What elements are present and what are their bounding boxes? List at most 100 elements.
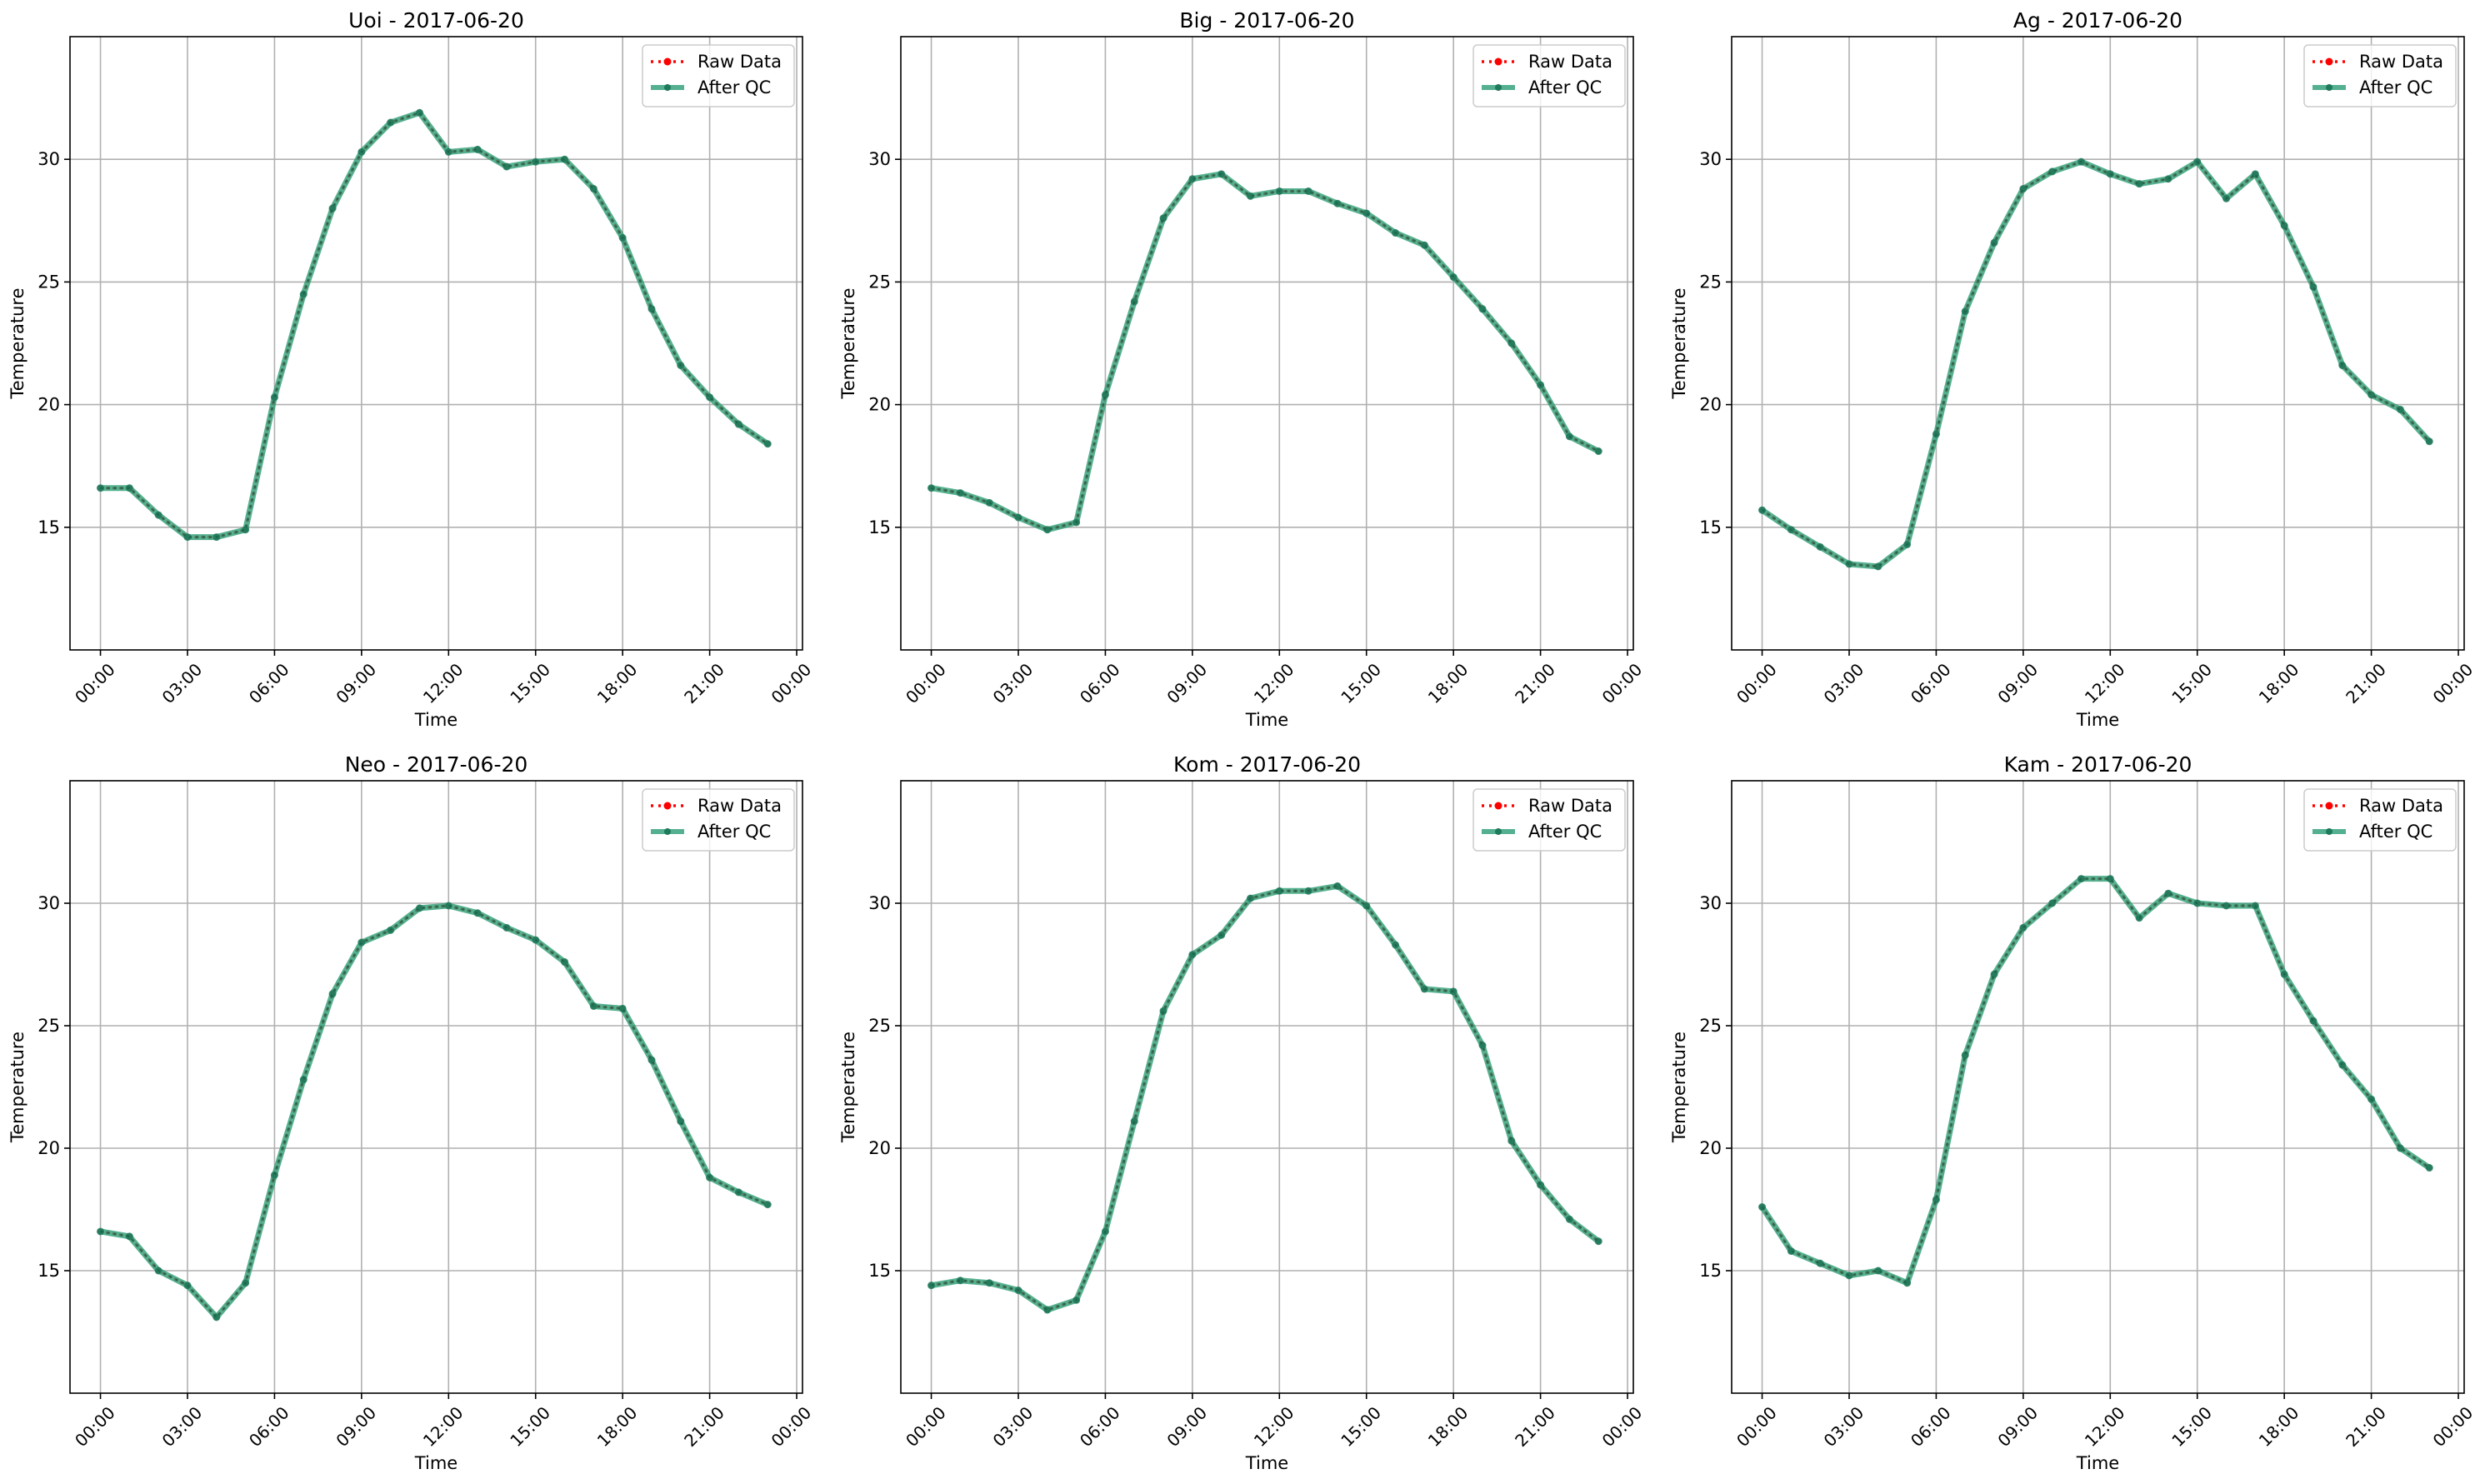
legend-swatch-marker: [663, 57, 672, 66]
data-point: [1508, 1137, 1516, 1145]
series-line-raw-overlay: [1761, 877, 2430, 1285]
y-tick-label: 20: [868, 1138, 891, 1158]
series-line-raw-data: [1760, 877, 2431, 1285]
y-tick-label: 30: [1699, 149, 1722, 169]
data-point: [561, 155, 569, 163]
series-line-raw-overlay: [100, 111, 768, 538]
legend-box: [1472, 788, 1626, 852]
data-point: [328, 204, 337, 212]
y-axis-label: Temperature: [838, 287, 858, 399]
legend-swatch-marker: [1495, 828, 1502, 835]
x-tick-label: 06:00: [1076, 1402, 1124, 1451]
data-point: [473, 145, 482, 153]
legend-swatch-marker: [664, 828, 671, 835]
data-point: [1478, 1042, 1487, 1050]
x-tick-label: 00:00: [1598, 1402, 1647, 1451]
legend-label: Raw Data: [2359, 796, 2443, 816]
series-line-after-qc: [928, 171, 1602, 533]
x-tick-label: 18:00: [593, 659, 642, 707]
x-tick-label: 21:00: [2342, 1402, 2390, 1451]
x-tick-label: 12:00: [2081, 659, 2129, 707]
y-axis-label: Temperature: [838, 1032, 858, 1143]
x-tick-label: 18:00: [593, 1402, 642, 1451]
x-tick-label: 09:00: [1162, 659, 1211, 707]
data-point: [299, 1076, 308, 1084]
x-tick-label: 00:00: [1732, 1402, 1781, 1451]
y-tick-label: 15: [868, 1261, 891, 1281]
legend-label: After QC: [698, 77, 771, 97]
x-tick-label: 09:00: [1993, 1402, 2042, 1451]
x-tick-label: 15:00: [506, 659, 554, 707]
series-line-after-qc: [1759, 876, 2432, 1287]
data-point: [1130, 1117, 1138, 1126]
data-point: [1932, 1196, 1940, 1204]
legend: Raw Data After QC: [642, 44, 795, 107]
x-tick-label: 00:00: [1598, 659, 1647, 707]
series-line-raw-data: [98, 904, 769, 1319]
data-point: [1188, 175, 1197, 183]
y-axis-label: Temperature: [8, 1032, 28, 1143]
chart-panel: 00:00 03:00 06:00 09:00 12:00 15:00 18:00 21:00…: [838, 8, 1646, 730]
x-tick-label: 03:00: [1820, 1402, 1868, 1451]
chart-panel: 00:00 03:00 06:00 09:00 12:00 15:00 18:00 21:00…: [1669, 8, 2477, 730]
x-tick-label: 15:00: [1337, 659, 1385, 707]
legend-label: After QC: [1528, 822, 1602, 842]
x-tick-label: 06:00: [1907, 659, 1955, 707]
data-point: [1304, 187, 1312, 195]
data-point: [1362, 209, 1371, 217]
series-line-after-qc: [1759, 158, 2432, 570]
chart-panel: 00:00 03:00 06:00 09:00 12:00 15:00 18:00 21:00…: [8, 752, 815, 1473]
plot-frame: [69, 780, 803, 1394]
x-tick-label: 21:00: [1511, 1402, 1559, 1451]
y-tick-label: 30: [38, 893, 60, 913]
y-tick-label: 15: [1699, 517, 1722, 537]
x-tick-label: 06:00: [1076, 659, 1124, 707]
series-line-after-qc: [98, 902, 771, 1321]
data-point: [763, 440, 772, 448]
x-tick-label: 21:00: [680, 1402, 728, 1451]
data-point: [2106, 170, 2114, 178]
data-point: [1333, 882, 1342, 890]
series-line-raw-overlay: [931, 172, 1599, 532]
legend-box: [1472, 44, 1626, 107]
legend-label: After QC: [698, 822, 771, 842]
data-point: [956, 1277, 964, 1285]
x-tick-label: 00:00: [2429, 1402, 2478, 1451]
x-tick-label: 18:00: [2255, 1402, 2303, 1451]
plot-frame: [69, 36, 803, 651]
data-point: [2222, 902, 2231, 910]
data-point: [242, 526, 250, 534]
data-point: [1961, 1051, 1969, 1059]
chart-title: Ag - 2017-06-20: [2013, 8, 2182, 32]
chart-title: Uoi - 2017-06-20: [348, 8, 524, 32]
x-tick-label: 00:00: [1732, 659, 1781, 707]
x-tick-label: 00:00: [902, 1402, 950, 1451]
data-point: [328, 990, 337, 998]
legend-swatch-marker: [2325, 802, 2333, 810]
plot-frame: [1731, 780, 2465, 1394]
legend-label: After QC: [1528, 77, 1602, 97]
legend-label: Raw Data: [698, 796, 782, 816]
legend-label: Raw Data: [698, 52, 782, 72]
series-line-raw-overlay: [931, 885, 1599, 1312]
chart-panel: 00:00 03:00 06:00 09:00 12:00 15:00 18:00 21:00…: [838, 752, 1646, 1473]
legend-swatch-marker: [2326, 84, 2332, 91]
x-tick-label: 00:00: [2429, 659, 2478, 707]
x-tick-label: 00:00: [768, 1402, 816, 1451]
x-tick-label: 00:00: [768, 659, 816, 707]
x-tick-label: 15:00: [1337, 1402, 1385, 1451]
x-axis-label: Time: [414, 1453, 458, 1473]
chart-panel: 00:00 03:00 06:00 09:00 12:00 15:00 18:00 21:00…: [1669, 752, 2477, 1473]
series-line-raw-data: [1760, 160, 2431, 568]
data-point: [2309, 282, 2318, 291]
data-point: [1246, 192, 1254, 200]
data-point: [985, 1279, 993, 1287]
x-tick-label: 03:00: [158, 1402, 207, 1451]
legend-box: [642, 44, 795, 107]
data-point: [2309, 1017, 2318, 1025]
x-tick-label: 09:00: [332, 1402, 380, 1451]
x-tick-label: 15:00: [2168, 1402, 2216, 1451]
chart-title: Neo - 2017-06-20: [345, 752, 528, 777]
x-tick-label: 06:00: [1907, 1402, 1955, 1451]
x-axis-label: Time: [1245, 710, 1288, 730]
